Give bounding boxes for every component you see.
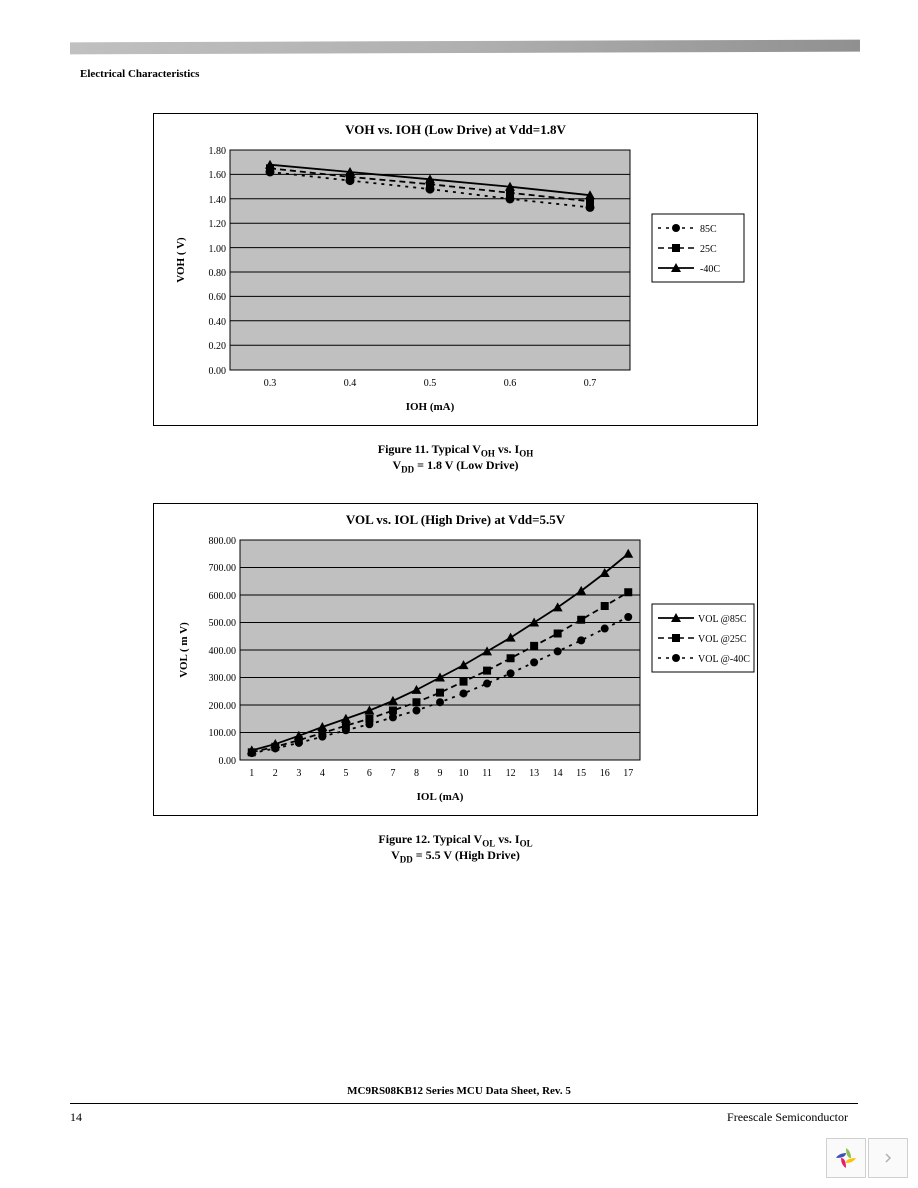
footer-company: Freescale Semiconductor — [727, 1110, 848, 1125]
svg-text:3: 3 — [296, 768, 301, 779]
svg-text:0.00: 0.00 — [209, 366, 227, 377]
footer-line — [70, 1103, 858, 1104]
c2s2: OL — [520, 838, 533, 848]
svg-text:2: 2 — [273, 768, 278, 779]
corner-widget — [826, 1138, 908, 1178]
svg-text:100.00: 100.00 — [209, 728, 237, 739]
svg-text:5: 5 — [343, 768, 348, 779]
header-bar — [70, 40, 860, 55]
svg-text:10: 10 — [459, 768, 469, 779]
c2l2s: DD — [400, 855, 413, 865]
svg-text:8: 8 — [414, 768, 419, 779]
svg-text:15: 15 — [576, 768, 586, 779]
svg-text:VOL @85C: VOL @85C — [698, 614, 747, 625]
c1l2a: V — [392, 458, 401, 472]
next-page-button[interactable] — [868, 1138, 908, 1178]
chart2-svg: 0.00 100.00 200.00 300.00 400.00 500.00 … — [154, 504, 759, 817]
svg-text:12: 12 — [506, 768, 516, 779]
figure11-caption: Figure 11. Typical VOH vs. IOH VDD = 1.8… — [153, 442, 758, 475]
logo-icon[interactable] — [826, 1138, 866, 1178]
svg-text:13: 13 — [529, 768, 539, 779]
svg-text:300.00: 300.00 — [209, 673, 237, 684]
svg-text:VOH ( V): VOH ( V) — [175, 237, 187, 283]
svg-text:6: 6 — [367, 768, 372, 779]
svg-text:16: 16 — [600, 768, 610, 779]
svg-text:IOH (mA): IOH (mA) — [406, 401, 455, 413]
svg-text:4: 4 — [320, 768, 325, 779]
svg-text:25C: 25C — [700, 244, 717, 255]
svg-text:0.20: 0.20 — [209, 341, 227, 352]
svg-text:7: 7 — [390, 768, 395, 779]
svg-text:-40C: -40C — [700, 264, 720, 275]
c1s2: OH — [519, 448, 533, 458]
chart1-frame: VOH vs. IOH (Low Drive) at Vdd=1.8V 0.00… — [153, 113, 758, 426]
svg-text:17: 17 — [623, 768, 633, 779]
svg-text:800.00: 800.00 — [209, 536, 237, 547]
c1l2s: DD — [401, 465, 414, 475]
svg-text:500.00: 500.00 — [209, 618, 237, 629]
chart2-frame: VOL vs. IOL (High Drive) at Vdd=5.5V 0.0… — [153, 503, 758, 816]
svg-text:1.80: 1.80 — [209, 146, 227, 157]
c2l2a: V — [391, 848, 400, 862]
c1b: vs. I — [495, 442, 519, 456]
svg-text:0.7: 0.7 — [584, 378, 597, 389]
c1s1: OH — [481, 448, 495, 458]
svg-text:1.20: 1.20 — [209, 219, 227, 230]
c2s1: OL — [482, 838, 495, 848]
svg-text:1.00: 1.00 — [209, 244, 227, 255]
c2b: vs. I — [495, 832, 519, 846]
svg-text:9: 9 — [438, 768, 443, 779]
svg-text:600.00: 600.00 — [209, 591, 237, 602]
svg-text:0.6: 0.6 — [504, 378, 517, 389]
page-number: 14 — [70, 1110, 82, 1125]
svg-text:0.3: 0.3 — [264, 378, 277, 389]
svg-text:200.00: 200.00 — [209, 701, 237, 712]
svg-text:VOL @25C: VOL @25C — [698, 634, 747, 645]
svg-text:VOL ( m V): VOL ( m V) — [178, 622, 190, 678]
svg-text:11: 11 — [482, 768, 492, 779]
svg-text:700.00: 700.00 — [209, 563, 237, 574]
svg-text:IOL (mA): IOL (mA) — [417, 791, 464, 803]
svg-text:0.00: 0.00 — [219, 756, 237, 767]
c1a: Figure 11. Typical V — [378, 442, 481, 456]
svg-text:VOL @-40C: VOL @-40C — [698, 654, 750, 665]
c1l2b: = 1.8 V (Low Drive) — [414, 458, 518, 472]
svg-text:1: 1 — [249, 768, 254, 779]
svg-text:0.4: 0.4 — [344, 378, 357, 389]
svg-text:14: 14 — [553, 768, 563, 779]
svg-text:0.60: 0.60 — [209, 292, 227, 303]
svg-text:0.40: 0.40 — [209, 317, 227, 328]
svg-text:1.60: 1.60 — [209, 170, 227, 181]
figure12-caption: Figure 12. Typical VOL vs. IOL VDD = 5.5… — [153, 832, 758, 865]
svg-text:400.00: 400.00 — [209, 646, 237, 657]
svg-text:1.40: 1.40 — [209, 195, 227, 206]
svg-text:0.80: 0.80 — [209, 268, 227, 279]
section-title: Electrical Characteristics — [80, 68, 199, 80]
svg-text:0.5: 0.5 — [424, 378, 437, 389]
footer-doc-title: MC9RS08KB12 Series MCU Data Sheet, Rev. … — [0, 1085, 918, 1097]
chart1-svg: 0.00 0.20 0.40 0.60 0.80 1.00 1.20 1.40 … — [154, 114, 759, 427]
svg-text:85C: 85C — [700, 224, 717, 235]
c2l2b: = 5.5 V (High Drive) — [413, 848, 520, 862]
c2a: Figure 12. Typical V — [378, 832, 482, 846]
